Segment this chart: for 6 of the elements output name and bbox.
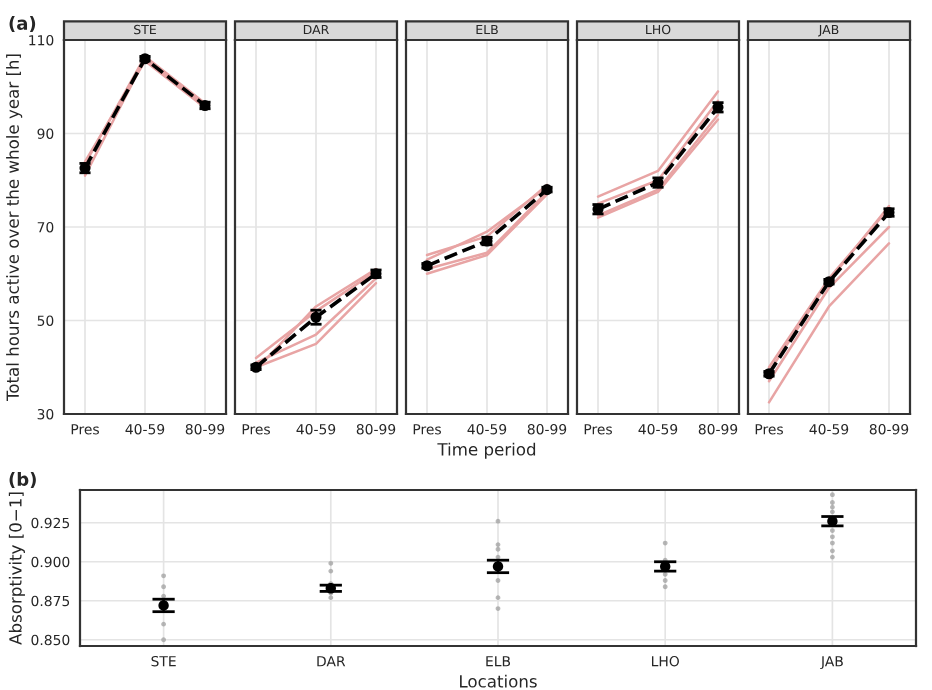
text: (b)	[9, 472, 36, 489]
text: (a)	[9, 16, 36, 33]
y-axis-title: Absorptivity [0−1]	[8, 492, 25, 645]
x-axis-title: Locations	[460, 674, 537, 688]
y-axis-title: Total hours active over the whole year [h]	[6, 54, 23, 402]
x-axis-title: Time period	[437, 442, 536, 459]
